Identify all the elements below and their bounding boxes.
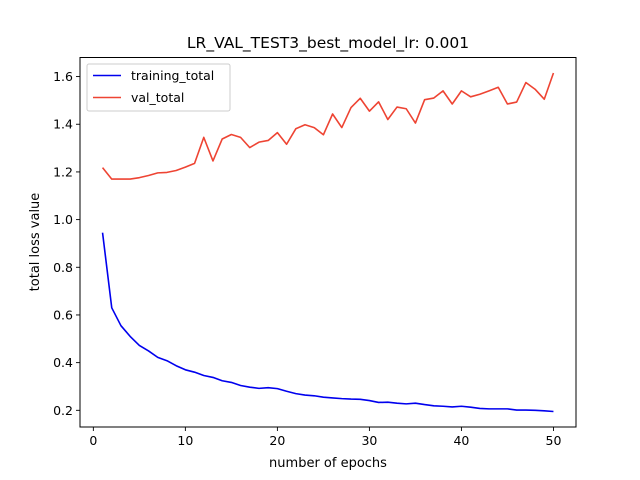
x-tick-label: 30	[361, 433, 377, 448]
y-tick-label: 1.2	[53, 164, 73, 179]
series-line-val-total	[101, 72, 555, 180]
y-tick-label: 0.8	[53, 260, 73, 275]
legend-label-training-total: training_total	[131, 68, 214, 83]
x-axis-label: number of epochs	[269, 456, 387, 471]
legend-label-val-total: val_total	[131, 90, 184, 105]
x-tick-label: 0	[89, 433, 97, 448]
legend-box	[86, 63, 231, 112]
y-tick-label: 1.0	[53, 212, 73, 227]
y-tick-label: 0.4	[53, 355, 73, 370]
series-line-training-total	[101, 232, 554, 413]
chart-title: LR_VAL_TEST3_best_model_lr: 0.001	[187, 34, 469, 53]
y-tick-label: 0.6	[53, 307, 73, 322]
x-tick-label: 10	[177, 433, 193, 448]
legend: training_total val_total	[86, 63, 231, 112]
x-tick-label: 20	[269, 433, 285, 448]
ticks-layer: 0 10 20 30 40 50 0.2 0.4 0.6 0.8 1.0 1.2 1.4 1.6	[53, 69, 561, 448]
series-layer	[101, 72, 555, 413]
x-tick-label: 40	[453, 433, 469, 448]
y-tick-label: 1.4	[53, 117, 73, 132]
y-axis-label: total loss value	[28, 193, 43, 292]
y-tick-label: 1.6	[53, 69, 73, 84]
plot-frame	[79, 57, 577, 428]
y-tick-label: 0.2	[53, 403, 73, 418]
x-tick-label: 50	[546, 433, 562, 448]
